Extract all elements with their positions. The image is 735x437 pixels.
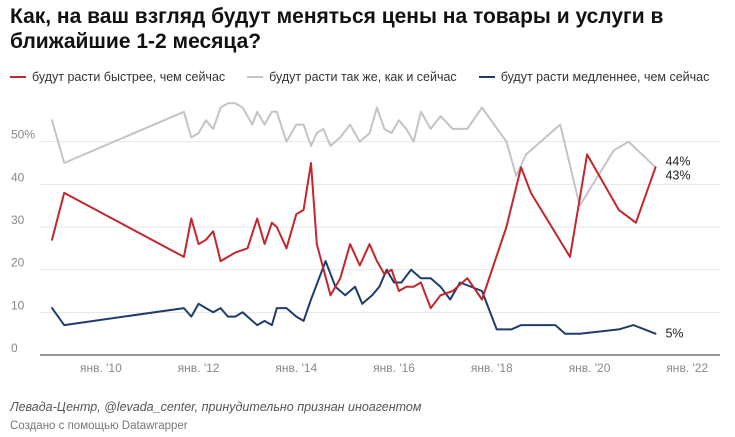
chart-title: Как, на ваш взгляд будут меняться цены н… xyxy=(10,5,664,53)
series-end-label: 44% xyxy=(665,154,690,168)
x-tick-label: янв. '10 xyxy=(80,361,122,375)
legend-swatch xyxy=(478,76,495,78)
legend-label: будут расти медленнее, чем сейчас xyxy=(500,70,710,84)
legend-swatch xyxy=(247,76,264,78)
series-line xyxy=(51,102,657,207)
source-note: Левада-Центр, @levada_center, принудител… xyxy=(10,400,422,414)
legend-label: будут расти быстрее, чем сейчас xyxy=(32,70,226,84)
legend-swatch xyxy=(10,76,26,78)
x-tick-label: янв. '14 xyxy=(275,361,317,375)
y-tick-label: 30 xyxy=(11,213,25,227)
legend-item: будут расти медленнее, чем сейчас xyxy=(478,70,710,84)
y-tick-label: 0 xyxy=(11,341,18,355)
y-tick-label: 50% xyxy=(11,128,35,142)
legend-item: будут расти так же, как и сейчас xyxy=(247,70,457,84)
x-tick-label: янв. '12 xyxy=(178,361,220,375)
y-tick-label: 20 xyxy=(11,256,25,270)
line-chart: 0 10 20 30 40 50% янв. '10 янв. '12 янв. '14 янв.… xyxy=(11,102,720,375)
series-line xyxy=(51,153,657,310)
series-end-label: 43% xyxy=(665,168,690,182)
x-tick-label: янв. '22 xyxy=(666,361,708,375)
credit-note: Создано с помощью Datawrapper xyxy=(10,420,188,432)
x-tick-label: янв. '20 xyxy=(569,361,611,375)
y-tick-label: 10 xyxy=(11,298,25,312)
x-tick-label: янв. '18 xyxy=(471,361,513,375)
y-tick-label: 40 xyxy=(11,170,25,184)
chart-legend: будут расти быстрее, чем сейчас будут рас… xyxy=(10,70,709,84)
series-end-label: 5% xyxy=(665,327,683,341)
series-line xyxy=(51,260,657,335)
legend-label: будут расти так же, как и сейчас xyxy=(269,70,457,84)
x-tick-label: янв. '16 xyxy=(373,361,415,375)
legend-item: будут расти быстрее, чем сейчас xyxy=(10,70,225,84)
